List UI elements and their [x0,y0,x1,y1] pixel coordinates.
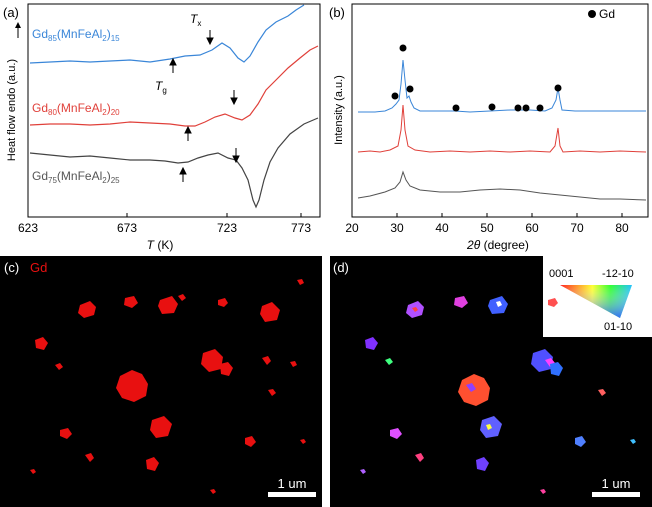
panel-a-xlabel: T (K) [147,238,174,252]
gd-peak-marker [406,85,414,93]
tick-label: 673 [117,221,137,235]
gd-peak-marker [514,104,522,112]
tick-label: 50 [480,221,494,235]
gd-legend-marker [588,10,596,18]
xrd-pattern-gd80 [357,104,647,153]
panel-d: (d) 0001 -12-10 01-10 [330,256,652,507]
ipf-color-triangle-shade [560,285,632,318]
panel-a-ylabel: Heat flow endo (a.u.) [6,59,18,161]
panel-c-map [0,256,322,507]
gd-peak-marker [391,92,399,100]
tick-label: 30 [390,221,404,235]
tick-label: 70 [570,221,584,235]
panel-c: (c) Gd [0,256,322,507]
gd-peak-marker [554,84,562,92]
tick-label: 20 [345,221,359,235]
scalebar-d-label: 1 um [602,476,631,491]
tick-label: 60 [525,221,539,235]
panel-a-y-arrowhead [15,22,21,28]
tg-annotation: Tg [155,79,167,95]
xrd-pattern-gd85 [358,59,646,113]
tick-label: 40 [435,221,449,235]
tx-annotation: Tx [190,12,201,28]
gd-peak-marker [522,104,530,112]
orientation-grains [360,296,636,494]
panel-c-label: (c) [4,260,19,275]
curve-label-gd80: Gd80(MnFeAl2)20 [32,101,120,117]
curve-label-gd85: Gd85(MnFeAl2)15 [32,27,120,43]
gd-peak-marker [536,104,544,112]
panel-a-label: (a) [3,5,19,20]
dsc-curve-gd80 [29,45,319,127]
panel-c-element-label: Gd [30,260,47,275]
scalebar-c [268,492,316,497]
panel-a-xticks: 623 673 723 773 [18,213,311,235]
ipf-label-01-10: 01-10 [604,321,632,333]
panel-b: (b) Intensity (a.u.) Gd 20 30 40 50 60 7… [329,3,649,252]
panel-b-frame [351,3,649,218]
ipf-label-12-10: -12-10 [602,268,634,280]
xrd-pattern-gd75 [357,170,647,201]
tick-label: 623 [18,221,38,235]
tick-label: 80 [615,221,629,235]
curve-label-gd75: Gd75(MnFeAl2)25 [32,169,120,185]
panel-d-label: (d) [333,260,349,275]
gd-particles [30,279,306,494]
panel-b-label: (b) [329,5,345,20]
gd-peak-marker [488,103,496,111]
gd-legend-label: Gd [599,7,615,21]
scalebar-d [592,492,640,497]
gd-peak-marker [399,44,407,52]
tick-label: 723 [217,221,237,235]
dsc-curve-gd85 [29,4,305,64]
dsc-curve-gd75 [29,117,319,209]
panel-a: (a) Heat flow endo (a.u.) 623 673 723 77… [3,3,321,252]
panel-b-xticks: 20 30 40 50 60 70 80 [345,213,629,235]
panel-b-xlabel: 2θ (degree) [466,238,529,252]
gd-peak-marker [452,104,460,112]
gd-peak-markers [391,44,562,112]
scalebar-c-label: 1 um [278,476,307,491]
tick-label: 773 [291,221,311,235]
panel-a-frame [27,3,321,218]
transition-arrows [169,30,240,182]
panel-b-ylabel: Intensity (a.u.) [333,75,345,145]
ipf-label-0001: 0001 [549,268,573,280]
